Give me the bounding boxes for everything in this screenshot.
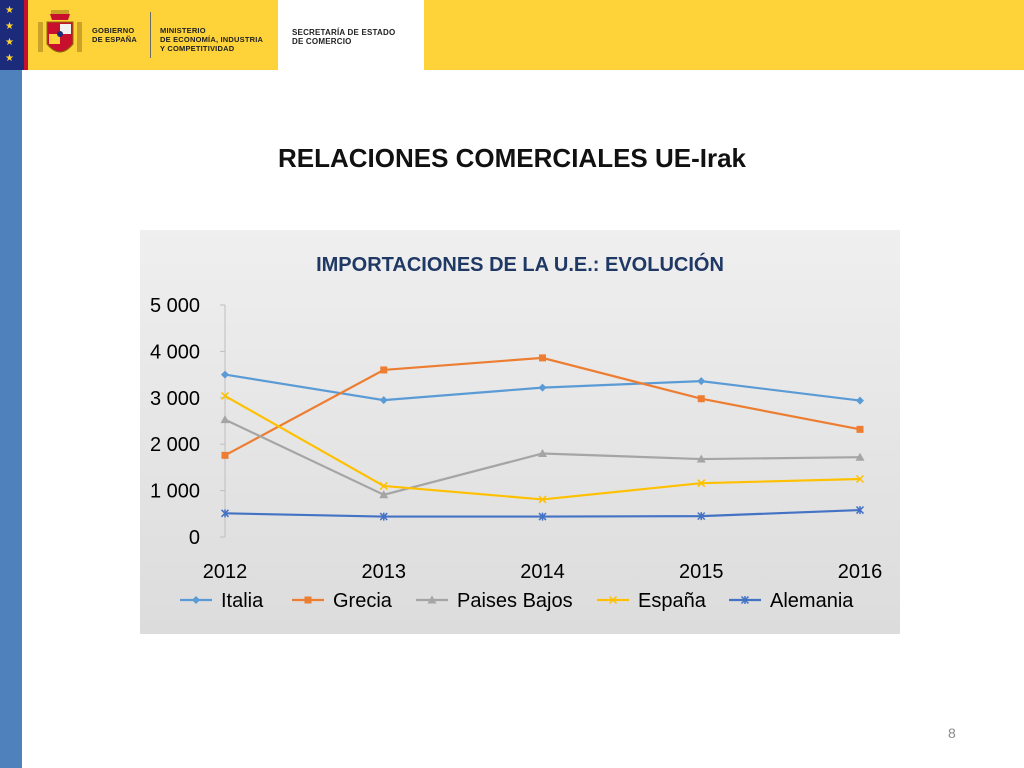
data-point-alemania bbox=[538, 512, 547, 521]
y-tick-label: 0 bbox=[189, 527, 200, 549]
data-point-alemania bbox=[697, 512, 706, 521]
flag-red-strip bbox=[24, 0, 28, 70]
series-line-paises-bajos bbox=[224, 418, 861, 496]
data-point-paises-bajos bbox=[220, 415, 230, 424]
data-point-paises-bajos bbox=[855, 452, 865, 461]
data-point-españa bbox=[220, 391, 230, 400]
eu-star-icon: ★ bbox=[5, 21, 14, 32]
chart-area: IMPORTACIONES DE LA U.E.: EVOLUCIÓN 0 1 0… bbox=[140, 230, 900, 634]
legend-marker-grecia bbox=[304, 596, 312, 604]
y-tick-label: 3 000 bbox=[150, 388, 200, 410]
secretary-label: SECRETARÍA DE ESTADO DE COMERCIO bbox=[292, 28, 417, 46]
x-tick-label: 2014 bbox=[520, 561, 565, 583]
data-point-grecia bbox=[221, 451, 229, 459]
data-point-italia bbox=[379, 396, 388, 405]
header-white-panel bbox=[278, 0, 424, 70]
data-point-grecia bbox=[697, 395, 705, 403]
secretary-label-line: SECRETARÍA DE ESTADO bbox=[292, 28, 396, 37]
data-point-paises-bajos bbox=[379, 490, 389, 499]
data-point-españa bbox=[697, 479, 706, 488]
data-point-italia bbox=[221, 370, 229, 379]
data-point-alemania bbox=[855, 506, 865, 515]
government-label-line: GOBIERNO bbox=[92, 26, 135, 35]
legend-marker-italia bbox=[192, 596, 200, 604]
data-point-alemania bbox=[379, 512, 388, 521]
data-point-españa bbox=[538, 495, 547, 504]
legend-marker-paises-bajos bbox=[427, 595, 437, 604]
header-divider bbox=[150, 12, 151, 58]
data-point-italia bbox=[538, 383, 547, 392]
eu-star-icon: ★ bbox=[5, 53, 14, 64]
coat-of-arms-icon bbox=[38, 10, 82, 53]
legend-label-italia: Italia bbox=[221, 590, 264, 612]
header-band bbox=[0, 0, 1024, 70]
y-tick-label: 5 000 bbox=[150, 295, 200, 317]
eu-star-icon: ★ bbox=[5, 5, 14, 16]
y-tick-label: 4 000 bbox=[150, 341, 200, 363]
government-label-line: DE ESPAÑA bbox=[92, 35, 138, 44]
line-chart: IMPORTACIONES DE LA U.E.: EVOLUCIÓN 0 1 0… bbox=[150, 252, 883, 612]
legend-label-alemania: Alemania bbox=[770, 590, 854, 612]
ministry-label-line: Y COMPETITIVIDAD bbox=[160, 44, 235, 53]
x-tick-label: 2015 bbox=[679, 561, 724, 583]
data-point-grecia bbox=[380, 366, 388, 374]
eu-star-icon: ★ bbox=[5, 37, 14, 48]
side-stripe bbox=[0, 0, 22, 768]
ministry-label: MINISTERIO DE ECONOMÍA, INDUSTRIA Y COMP… bbox=[160, 26, 270, 53]
x-tick-label: 2012 bbox=[203, 561, 248, 583]
data-point-paises-bajos bbox=[696, 454, 706, 463]
legend-label-paises-bajos: Paises Bajos bbox=[457, 590, 573, 612]
data-point-grecia bbox=[539, 354, 546, 362]
ministry-label-line: MINISTERIO bbox=[160, 26, 206, 35]
secretary-label-line: DE COMERCIO bbox=[292, 37, 352, 46]
y-tick-label: 1 000 bbox=[150, 481, 200, 503]
legend-marker-españa bbox=[608, 595, 618, 605]
data-point-paises-bajos bbox=[538, 448, 547, 457]
y-tick-label: 2 000 bbox=[150, 434, 200, 456]
slide-number: 8 bbox=[948, 725, 956, 741]
legend-marker-alemania bbox=[740, 595, 750, 605]
eu-flag-strip: ★ ★ ★ ★ bbox=[0, 0, 24, 70]
data-point-grecia bbox=[856, 425, 864, 433]
legend-label-españa: España bbox=[638, 590, 707, 612]
x-tick-label: 2016 bbox=[838, 561, 883, 583]
data-point-italia bbox=[697, 377, 706, 386]
x-tick-label: 2013 bbox=[362, 561, 407, 583]
data-point-italia bbox=[856, 396, 864, 405]
ministry-label-line: DE ECONOMÍA, INDUSTRIA bbox=[160, 35, 264, 44]
page-title: RELACIONES COMERCIALES UE-Irak bbox=[277, 143, 747, 173]
chart-title: IMPORTACIONES DE LA U.E.: EVOLUCIÓN bbox=[316, 252, 724, 276]
data-point-españa bbox=[855, 474, 865, 484]
series-line-grecia bbox=[224, 356, 861, 457]
data-point-españa bbox=[379, 481, 388, 490]
legend-label-grecia: Grecia bbox=[333, 590, 393, 612]
data-point-alemania bbox=[220, 509, 230, 518]
government-label: GOBIERNO DE ESPAÑA bbox=[92, 26, 144, 44]
